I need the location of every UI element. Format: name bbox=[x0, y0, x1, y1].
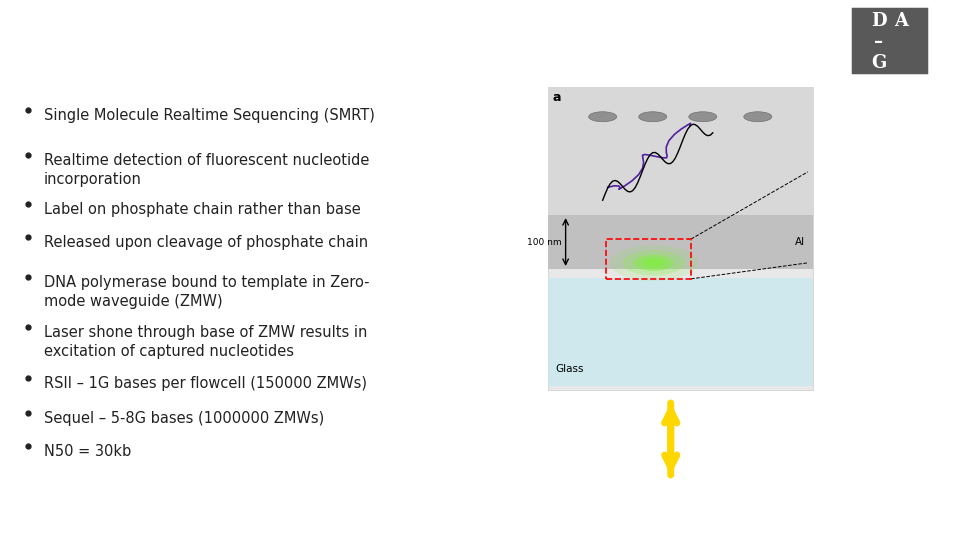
FancyBboxPatch shape bbox=[547, 215, 813, 269]
Ellipse shape bbox=[638, 112, 667, 122]
Text: Pacific Biosystems (PacBio): Pacific Biosystems (PacBio) bbox=[17, 35, 405, 58]
Ellipse shape bbox=[642, 259, 664, 267]
Text: –: – bbox=[874, 33, 883, 51]
Text: Laser shone through base of ZMW results in
excitation of captured nucleotides: Laser shone through base of ZMW results … bbox=[44, 325, 368, 359]
Ellipse shape bbox=[623, 251, 684, 275]
Text: N50 = 30kb: N50 = 30kb bbox=[44, 444, 132, 459]
Text: Realtime detection of fluorescent nucleotide
incorporation: Realtime detection of fluorescent nucleo… bbox=[44, 152, 370, 187]
Ellipse shape bbox=[634, 255, 674, 271]
Text: Sequel – 5-8G bases (1000000 ZMWs): Sequel – 5-8G bases (1000000 ZMWs) bbox=[44, 411, 324, 426]
Text: Released upon cleavage of phosphate chain: Released upon cleavage of phosphate chai… bbox=[44, 235, 368, 250]
Text: D: D bbox=[871, 12, 886, 30]
Text: Label on phosphate chain rather than base: Label on phosphate chain rather than bas… bbox=[44, 202, 361, 217]
Ellipse shape bbox=[688, 112, 717, 122]
Text: Glass: Glass bbox=[556, 364, 584, 374]
FancyBboxPatch shape bbox=[547, 87, 813, 224]
Ellipse shape bbox=[610, 245, 698, 281]
Text: Epifluorescence detection: Epifluorescence detection bbox=[598, 488, 743, 498]
Text: Al: Al bbox=[795, 237, 804, 247]
Text: 100 nm: 100 nm bbox=[527, 238, 562, 247]
Text: 19: 19 bbox=[921, 519, 936, 532]
FancyBboxPatch shape bbox=[851, 6, 929, 75]
Text: A: A bbox=[894, 12, 908, 30]
Ellipse shape bbox=[588, 112, 616, 122]
FancyBboxPatch shape bbox=[547, 87, 813, 390]
Text: DNA polymerase bound to template in Zero-
mode waveguide (ZMW): DNA polymerase bound to template in Zero… bbox=[44, 275, 370, 309]
Ellipse shape bbox=[744, 112, 772, 122]
FancyBboxPatch shape bbox=[547, 278, 813, 386]
Text: G: G bbox=[871, 53, 886, 72]
Text: a: a bbox=[553, 91, 561, 104]
Text: Single Molecule Realtime Sequencing (SMRT): Single Molecule Realtime Sequencing (SMR… bbox=[44, 108, 374, 123]
Text: RSII – 1G bases per flowcell (150000 ZMWs): RSII – 1G bases per flowcell (150000 ZMW… bbox=[44, 376, 367, 392]
